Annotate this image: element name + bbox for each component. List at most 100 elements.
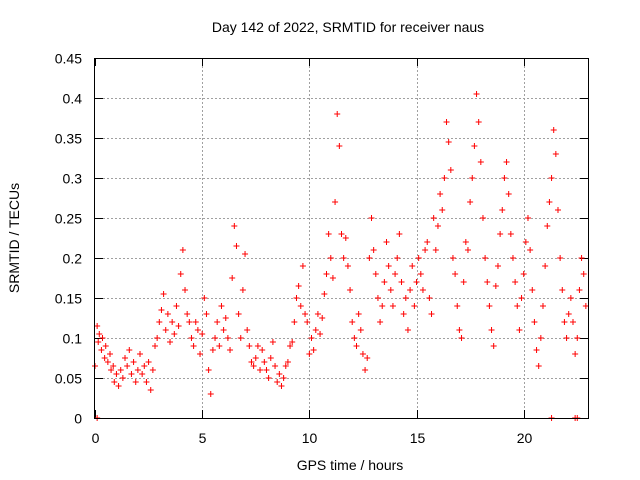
data-point — [212, 335, 219, 341]
data-point — [362, 367, 369, 373]
data-point — [147, 387, 154, 393]
data-point — [409, 263, 416, 269]
data-point — [355, 311, 362, 317]
data-point — [471, 143, 478, 149]
data-point — [164, 311, 171, 317]
data-point — [417, 271, 424, 277]
data-point — [567, 295, 574, 301]
data-point — [314, 311, 321, 317]
data-point — [297, 303, 304, 309]
data-point — [130, 359, 137, 365]
data-point — [529, 287, 536, 293]
data-point — [501, 175, 508, 181]
data-points — [92, 91, 589, 421]
data-point — [422, 247, 429, 253]
data-point — [263, 367, 270, 373]
data-point — [149, 367, 156, 373]
data-point — [244, 327, 251, 333]
chart-title: Day 142 of 2022, SRMTID for receiver nau… — [212, 19, 484, 35]
data-point — [392, 271, 399, 277]
data-point — [162, 327, 169, 333]
data-point — [460, 279, 467, 285]
data-point — [400, 311, 407, 317]
data-point — [514, 303, 521, 309]
data-point — [104, 359, 111, 365]
data-point — [250, 363, 257, 369]
data-point — [321, 291, 328, 297]
data-point — [544, 223, 551, 229]
data-point — [334, 111, 341, 117]
data-point — [152, 343, 159, 349]
data-point — [407, 287, 414, 293]
data-point — [252, 355, 259, 361]
data-point — [259, 347, 266, 353]
x-tick-label: 10 — [302, 430, 318, 446]
x-tick-label: 0 — [92, 430, 100, 446]
data-point — [257, 367, 264, 373]
data-point — [242, 251, 249, 257]
data-point — [99, 335, 106, 341]
data-point — [156, 319, 163, 325]
data-point — [291, 319, 298, 325]
data-point — [332, 199, 339, 205]
data-point — [449, 255, 456, 261]
data-point — [370, 247, 377, 253]
data-point — [175, 323, 182, 329]
data-point — [576, 287, 583, 293]
data-point — [428, 311, 435, 317]
data-point — [353, 343, 360, 349]
data-point — [554, 207, 561, 213]
data-point — [473, 91, 480, 97]
grid-lines — [95, 58, 588, 418]
data-point — [98, 347, 105, 353]
y-tick-label: 0.4 — [63, 91, 83, 107]
data-point — [110, 363, 117, 369]
data-point — [220, 327, 227, 333]
data-point — [387, 287, 394, 293]
data-point — [154, 335, 161, 341]
data-point — [128, 371, 135, 377]
data-point — [182, 287, 189, 293]
data-point — [490, 343, 497, 349]
data-point — [239, 287, 246, 293]
data-point — [359, 351, 366, 357]
data-point — [542, 263, 549, 269]
data-point — [141, 363, 148, 369]
data-point — [124, 363, 131, 369]
data-point — [261, 359, 268, 365]
data-point — [509, 255, 516, 261]
plot-frame — [94, 58, 589, 419]
data-point — [235, 311, 242, 317]
data-point — [237, 335, 244, 341]
data-point — [167, 339, 174, 345]
data-point — [95, 339, 102, 345]
data-point — [113, 371, 120, 377]
data-point — [372, 271, 379, 277]
data-point — [452, 271, 459, 277]
data-point — [458, 335, 465, 341]
data-point — [516, 327, 523, 333]
data-point — [299, 263, 306, 269]
data-point — [325, 231, 332, 237]
data-point — [484, 279, 491, 285]
data-point — [426, 295, 433, 301]
data-point — [282, 363, 289, 369]
data-point — [432, 247, 439, 253]
data-point — [565, 311, 572, 317]
data-point — [477, 159, 484, 165]
data-point — [276, 371, 283, 377]
data-point — [415, 255, 422, 261]
data-point — [533, 347, 540, 353]
data-point — [203, 311, 210, 317]
data-point — [319, 315, 326, 321]
data-point — [572, 351, 579, 357]
data-point — [218, 303, 225, 309]
data-point — [327, 255, 334, 261]
data-point — [190, 343, 197, 349]
data-point — [447, 167, 454, 173]
data-point — [287, 343, 294, 349]
data-point — [158, 307, 165, 313]
data-point — [492, 283, 499, 289]
